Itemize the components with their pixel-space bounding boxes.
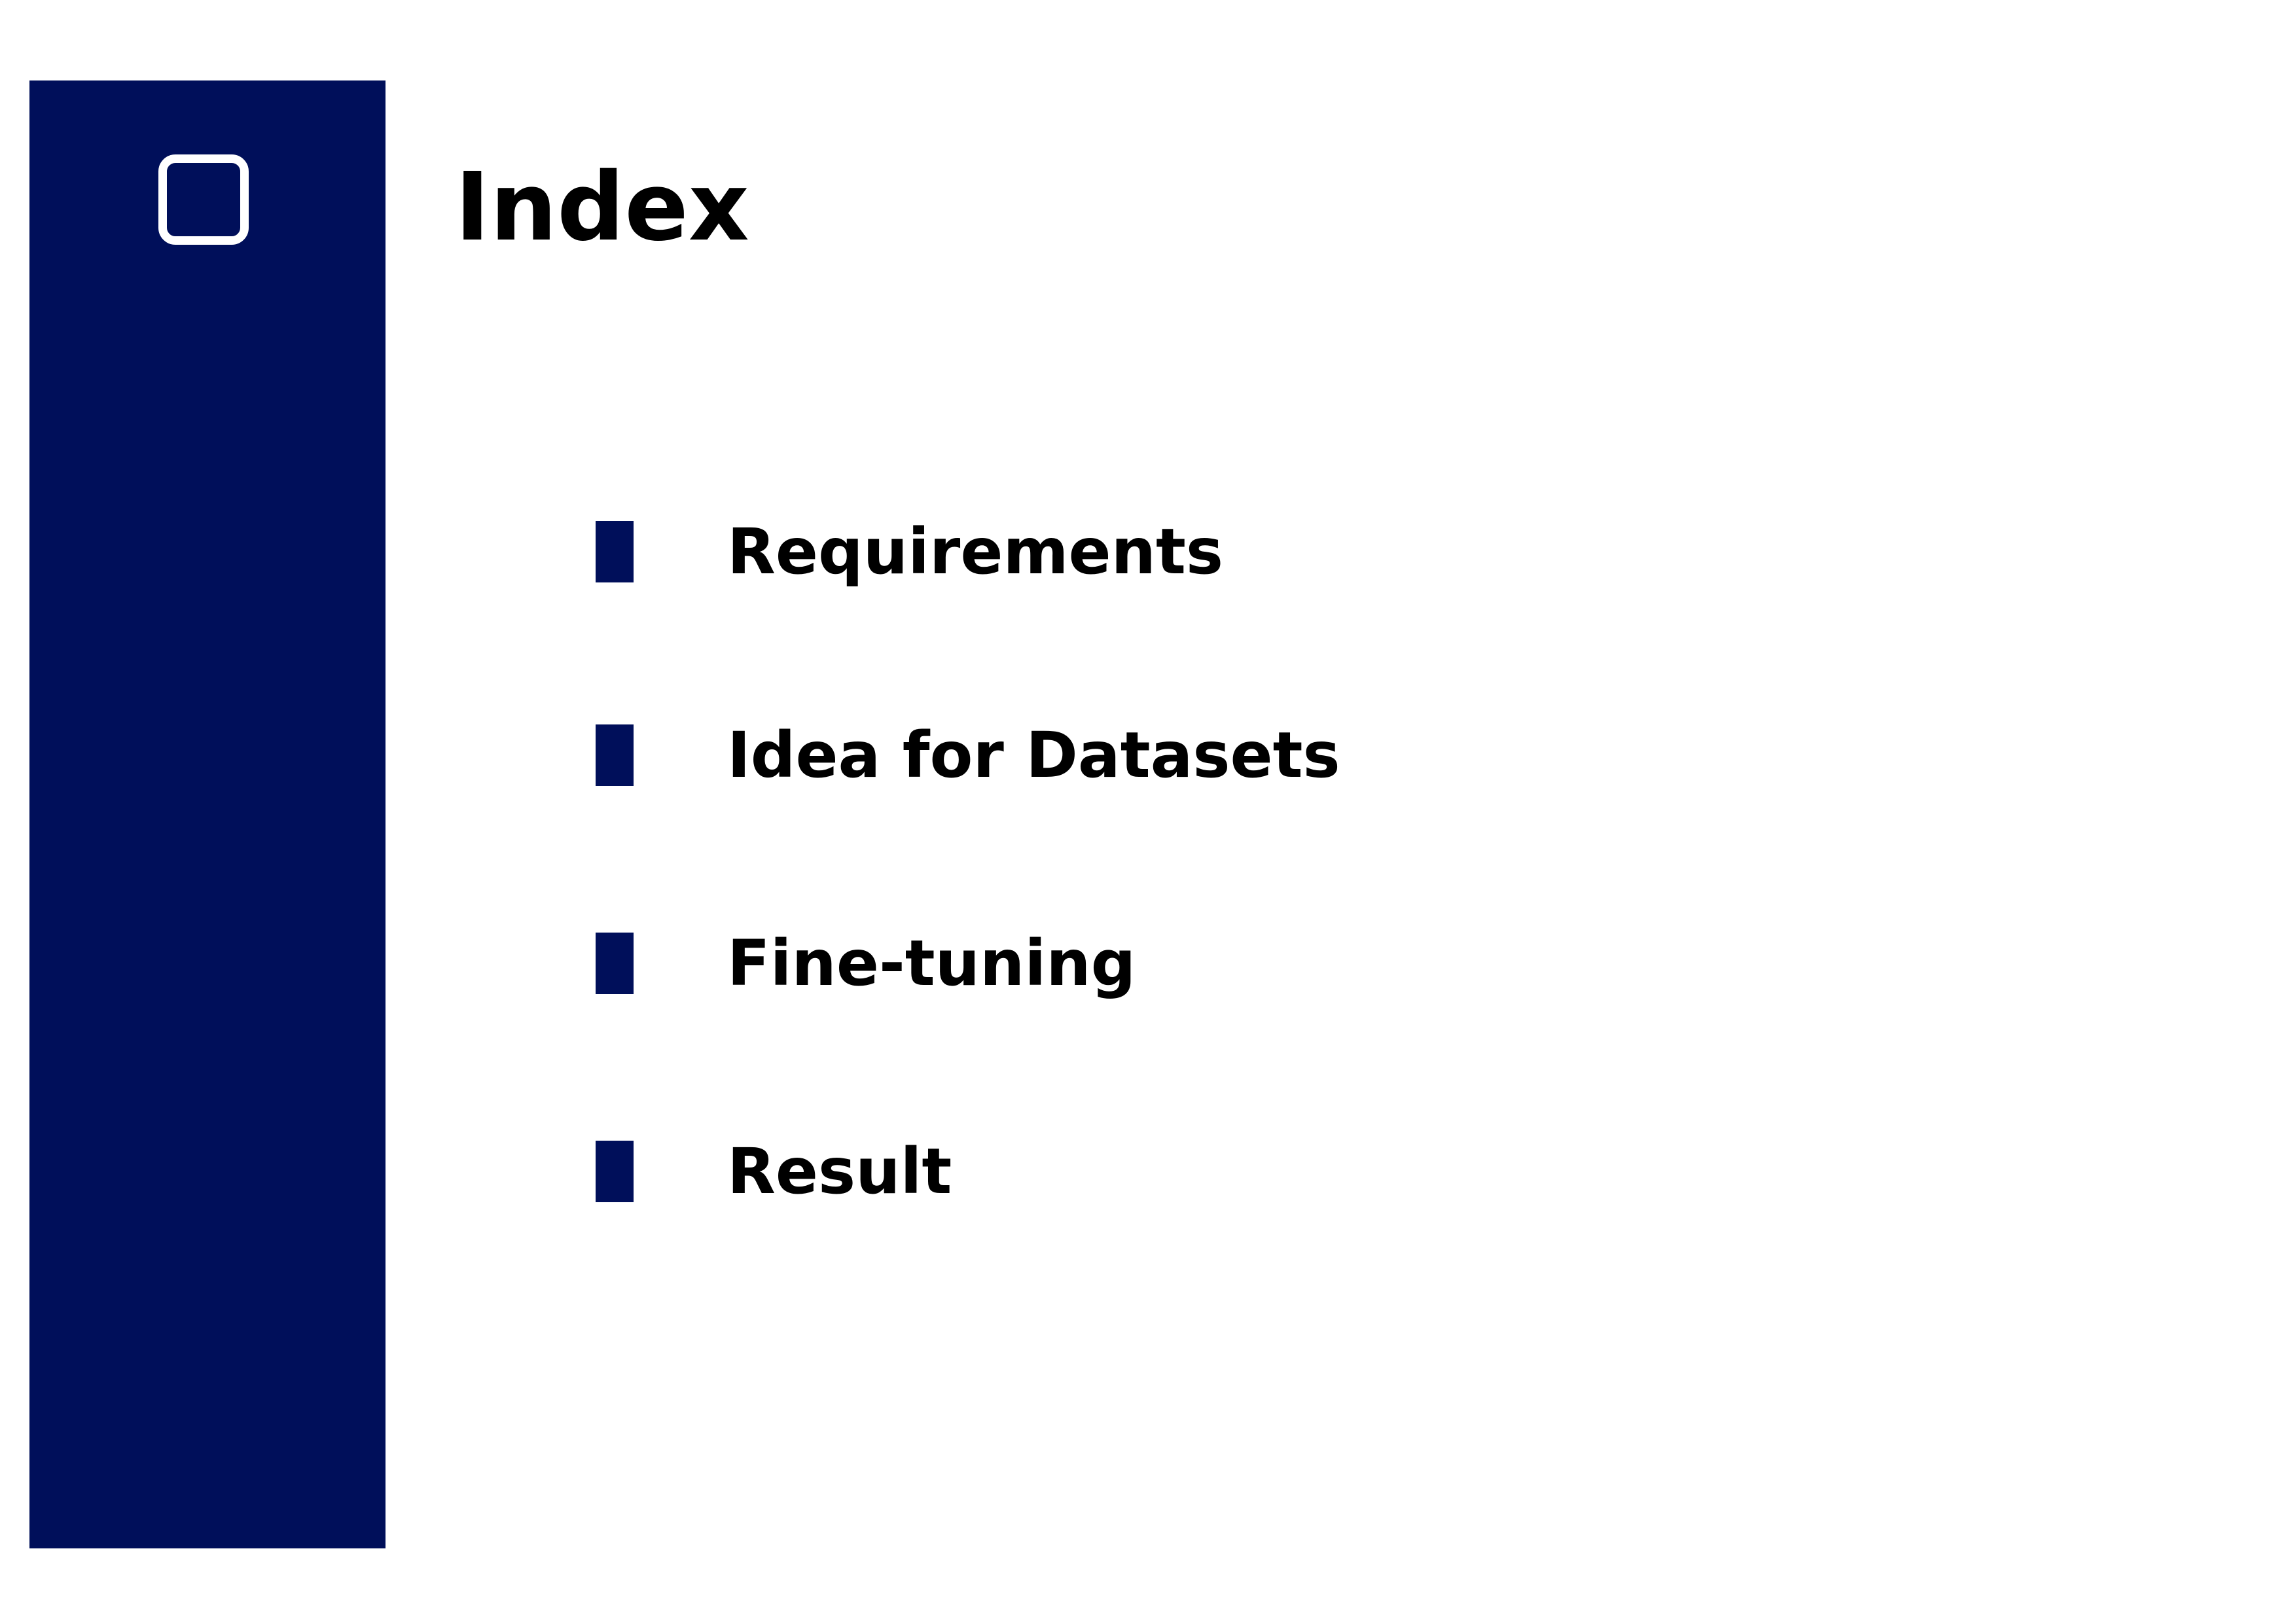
index-item-result: Result bbox=[596, 1135, 952, 1207]
index-item-requirements: Requirements bbox=[596, 516, 1223, 588]
page-title: Index bbox=[455, 152, 749, 262]
index-item-idea-for-datasets: Idea for Datasets bbox=[596, 719, 1340, 791]
rounded-square-icon bbox=[158, 154, 249, 245]
bullet-marker bbox=[596, 521, 634, 582]
bullet-marker bbox=[596, 1141, 634, 1202]
index-item-fine-tuning: Fine-tuning bbox=[596, 927, 1136, 999]
sidebar-panel bbox=[29, 80, 386, 1548]
bullet-marker bbox=[596, 724, 634, 786]
index-item-label: Result bbox=[727, 1135, 952, 1208]
bullet-marker bbox=[596, 933, 634, 994]
index-item-label: Fine-tuning bbox=[727, 927, 1136, 1000]
index-item-label: Idea for Datasets bbox=[727, 719, 1340, 792]
index-item-label: Requirements bbox=[727, 515, 1223, 588]
